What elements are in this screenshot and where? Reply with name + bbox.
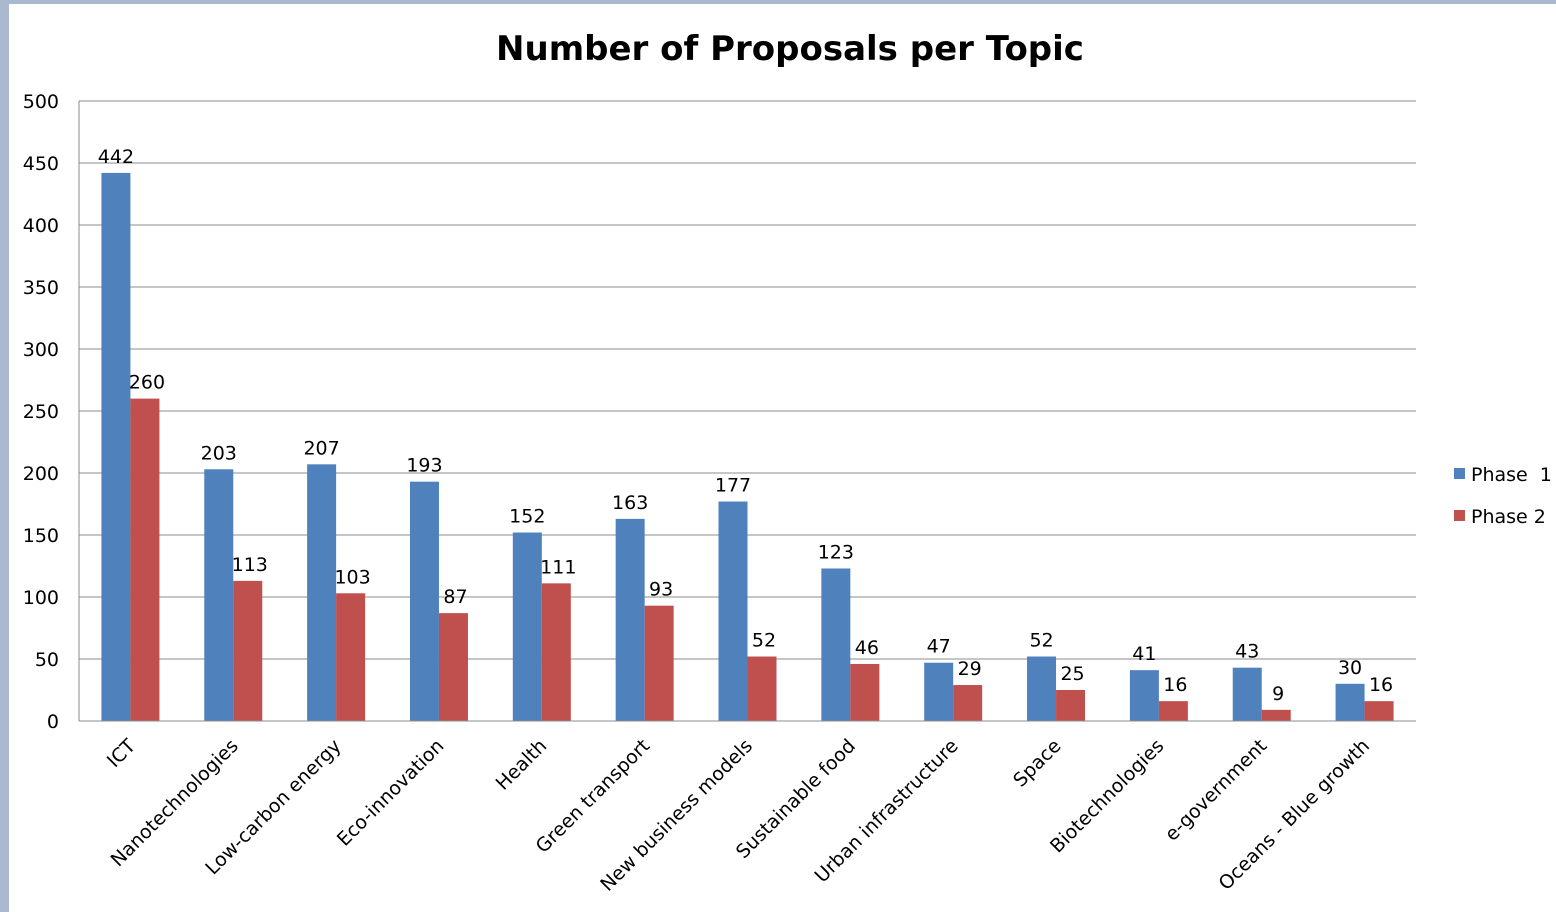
chart-title: Number of Proposals per Topic: [496, 29, 1084, 69]
data-label: 46: [855, 637, 879, 659]
legend: Phase 1 Phase 2: [1454, 464, 1552, 528]
y-tick-label: 250: [23, 401, 59, 423]
y-tick-label: 300: [23, 339, 59, 361]
data-label: 52: [752, 630, 776, 652]
data-label: 9: [1272, 683, 1284, 705]
y-tick-label: 0: [47, 711, 59, 733]
data-label: 177: [715, 475, 751, 497]
bar-series-2: [438, 613, 468, 721]
bar-series-2: [1158, 701, 1188, 721]
bar-series-1: [1232, 667, 1262, 721]
bar-series-2: [850, 663, 880, 721]
data-label: 52: [1029, 630, 1053, 652]
y-tick-label: 400: [23, 215, 59, 237]
bar-series-2: [1261, 709, 1291, 721]
y-tick-label: 500: [23, 91, 59, 113]
y-tick-label: 150: [23, 525, 59, 547]
bar-series-1: [1129, 670, 1159, 721]
x-category-label: Green transport: [532, 735, 655, 858]
y-tick-label: 350: [23, 277, 59, 299]
bar-series-1: [512, 532, 542, 721]
data-label: 111: [540, 556, 576, 578]
bar-series-1: [409, 481, 439, 721]
data-label: 41: [1132, 643, 1156, 665]
bars: [101, 172, 1394, 722]
data-label: 103: [334, 566, 370, 588]
data-label: 29: [958, 658, 982, 680]
data-label: 16: [1369, 674, 1393, 696]
bar-series-1: [101, 172, 131, 722]
bar-series-1: [821, 568, 851, 721]
bar-series-1: [718, 501, 748, 721]
y-axis-ticks: 0 50 100 150 200 250 300 350 400 450 500: [23, 91, 59, 733]
bar-series-2: [953, 685, 983, 721]
bar-series-2: [644, 605, 674, 721]
data-label: 93: [649, 579, 673, 601]
bar-series-2: [1056, 690, 1086, 721]
x-category-label: Eco-innovation: [333, 735, 449, 851]
y-tick-label: 50: [35, 649, 59, 671]
data-label: 442: [98, 146, 134, 168]
legend-label: Phase 1: [1471, 464, 1552, 486]
bar-series-1: [1027, 656, 1057, 721]
x-category-label: Space: [1009, 735, 1066, 792]
y-tick-label: 450: [23, 153, 59, 175]
data-label: 30: [1338, 657, 1362, 679]
bar-series-2: [747, 656, 777, 721]
bar-series-1: [307, 464, 337, 721]
legend-swatch-series-1: [1454, 468, 1465, 479]
data-label: 113: [232, 554, 268, 576]
data-label: 193: [406, 455, 442, 477]
data-labels: 442 203 207 193 152 163 177 123 47 52 41 43 30 260 113…: [98, 146, 1393, 705]
axes: [78, 101, 1416, 722]
bar-series-2: [541, 583, 571, 721]
x-category-label: Biotechnologies: [1046, 735, 1168, 857]
x-category-label: ICT: [103, 735, 140, 772]
bar-series-1: [1335, 683, 1365, 721]
data-label: 47: [927, 636, 951, 658]
data-label: 87: [443, 586, 467, 608]
data-label: 123: [818, 541, 854, 563]
x-category-label: e-government: [1161, 735, 1272, 846]
legend-swatch-series-2: [1454, 510, 1465, 521]
data-label: 152: [509, 506, 545, 528]
data-label: 207: [303, 437, 339, 459]
y-tick-label: 200: [23, 463, 59, 485]
bar-series-2: [1364, 701, 1394, 721]
bar-series-2: [233, 580, 263, 721]
data-label: 203: [201, 442, 237, 464]
data-label: 25: [1060, 663, 1084, 685]
x-category-label: Health: [492, 735, 552, 795]
data-label: 260: [129, 372, 165, 394]
bar-series-2: [336, 593, 366, 721]
bar-series-1: [924, 662, 954, 721]
legend-label: Phase 2: [1471, 506, 1546, 528]
data-label: 163: [612, 492, 648, 514]
bar-series-2: [130, 398, 160, 721]
data-label: 43: [1235, 641, 1259, 663]
bar-series-1: [615, 518, 645, 721]
data-label: 16: [1163, 674, 1187, 696]
y-tick-label: 100: [23, 587, 59, 609]
bar-series-1: [204, 469, 234, 721]
